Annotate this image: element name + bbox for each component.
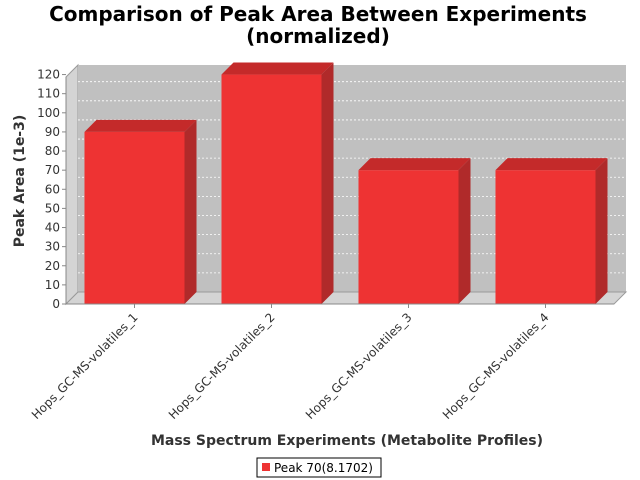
bar-front	[221, 74, 322, 304]
legend-label: Peak 70(8.1702)	[274, 461, 373, 475]
y-tick-label: 90	[45, 125, 60, 139]
bar-side	[458, 158, 471, 304]
bar	[495, 158, 608, 304]
x-category-label: Hops_GC-MS-volatiles_1	[29, 310, 141, 422]
bar-front	[495, 170, 596, 304]
chart-subtitle: (normalized)	[246, 24, 390, 48]
y-tick-label: 40	[45, 221, 60, 235]
y-tick-label: 0	[52, 297, 60, 311]
legend-box	[256, 457, 382, 478]
chart-title: Comparison of Peak Area Between Experime…	[49, 2, 587, 26]
x-category-label: Hops_GC-MS-volatiles_3	[303, 310, 415, 422]
y-tick-label: 60	[45, 182, 60, 196]
x-axis-title: Mass Spectrum Experiments (Metabolite Pr…	[151, 433, 543, 449]
y-tick-label: 20	[45, 259, 60, 273]
bar-top	[84, 119, 197, 132]
bars	[84, 62, 608, 305]
legend-swatch	[262, 463, 270, 471]
y-tick-label: 110	[37, 87, 60, 101]
legend: Peak 70(8.1702)	[256, 457, 382, 478]
bar	[84, 119, 197, 304]
bar-front	[84, 131, 185, 304]
bar	[221, 62, 334, 305]
bar-front	[358, 170, 459, 304]
x-category-label: Hops_GC-MS-volatiles_4	[440, 310, 552, 422]
bar-top	[358, 158, 471, 171]
bar-side	[184, 119, 197, 304]
y-axis: 0 10 20 30 40 50 60 70 80 90 100 110 120	[37, 68, 67, 311]
x-axis: Hops_GC-MS-volatiles_1 Hops_GC-MS-volatil…	[29, 303, 614, 422]
y-tick-label: 120	[37, 68, 60, 82]
bar	[358, 158, 471, 304]
y-tick-label: 30	[45, 240, 60, 254]
plot-side-wall	[65, 63, 79, 306]
y-tick-label: 70	[45, 163, 60, 177]
y-tick-label: 10	[45, 278, 60, 292]
bar-top	[495, 158, 608, 171]
bar-side	[321, 62, 334, 305]
y-axis-title: Peak Area (1e-3)	[12, 115, 28, 248]
y-tick-label: 50	[45, 201, 60, 215]
bar-side	[595, 158, 608, 304]
y-tick-label: 80	[45, 144, 60, 158]
y-tick-label: 100	[37, 106, 60, 120]
bar-top	[221, 62, 334, 75]
x-category-label: Hops_GC-MS-volatiles_2	[166, 310, 278, 422]
